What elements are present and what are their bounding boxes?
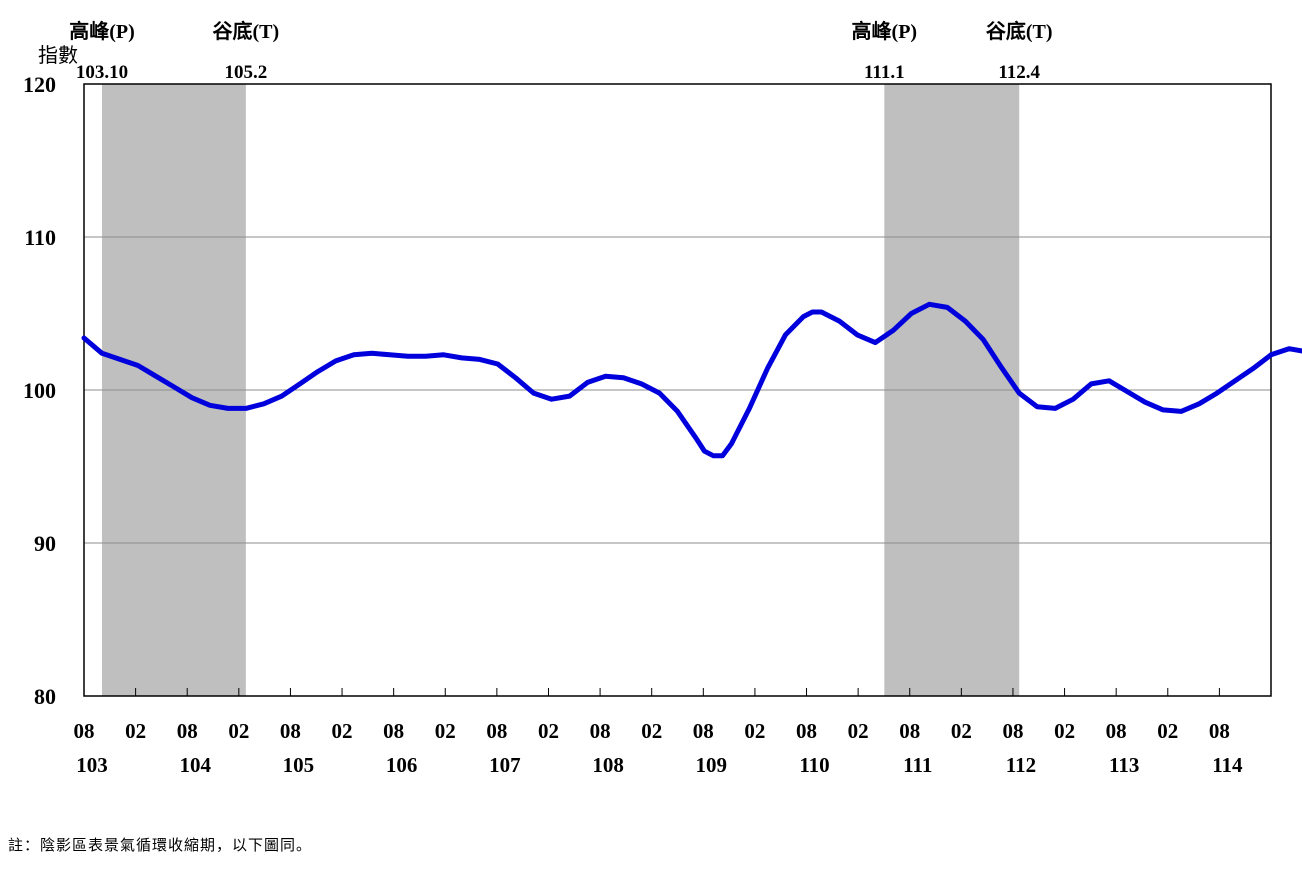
y-tick-label: 90	[34, 531, 56, 556]
x-month-label: 08	[1209, 719, 1230, 743]
x-month-label: 02	[951, 719, 972, 743]
x-month-label: 02	[228, 719, 249, 743]
x-year-label: 114	[1212, 753, 1243, 777]
y-tick-label: 120	[23, 72, 56, 97]
x-year-label: 113	[1109, 753, 1139, 777]
x-month-label: 08	[74, 719, 95, 743]
x-month-label: 08	[1106, 719, 1127, 743]
x-month-label: 02	[1157, 719, 1178, 743]
x-year-label: 112	[1006, 753, 1036, 777]
y-tick-label: 110	[24, 225, 56, 250]
x-month-label: 08	[383, 719, 404, 743]
x-month-label: 08	[1002, 719, 1023, 743]
x-month-label: 08	[590, 719, 611, 743]
x-year-label: 103	[76, 753, 108, 777]
x-month-label: 08	[796, 719, 817, 743]
plot-border	[83, 83, 1272, 697]
peak-label: 高峰(P)	[69, 19, 135, 43]
trough-date-label: 105.2	[224, 62, 267, 83]
x-month-label: 02	[744, 719, 765, 743]
x-year-label: 110	[799, 753, 829, 777]
plot-frame	[83, 83, 1272, 697]
y-tick-label: 100	[23, 378, 56, 403]
x-month-label: 02	[538, 719, 559, 743]
trough-date-label: 112.4	[998, 62, 1040, 83]
x-month-label: 02	[848, 719, 869, 743]
x-month-label: 08	[177, 719, 198, 743]
label-layer: 高峰(P) 谷底(T) 103.10 105.2 高峰(P) 谷底(T) 111.1 112.…	[38, 19, 1053, 83]
x-year-label: 107	[489, 753, 521, 777]
x-month-label: 02	[332, 719, 353, 743]
x-year-label: 106	[386, 753, 418, 777]
peak-date-label: 111.1	[864, 62, 905, 83]
footnote: 註：陰影區表景氣循環收縮期，以下圖同。	[8, 836, 313, 854]
x-year-label: 111	[903, 753, 932, 777]
trough-label: 谷底(T)	[213, 19, 280, 43]
series-layer	[81, 301, 1302, 459]
x-year-label: 108	[592, 753, 624, 777]
x-month-label: 08	[280, 719, 301, 743]
y-axis-title: 指數	[38, 44, 78, 67]
x-month-label: 02	[125, 719, 146, 743]
peak-label: 高峰(P)	[852, 19, 918, 43]
x-year-label: 104	[179, 753, 211, 777]
x-year-label: 109	[696, 753, 728, 777]
x-month-label: 08	[693, 719, 714, 743]
trough-label: 谷底(T)	[986, 19, 1053, 43]
series-line-1	[81, 301, 1302, 459]
x-month-label: 02	[641, 719, 662, 743]
peak-date-label: 103.10	[76, 62, 128, 83]
axis-layer: 80 90 100 110 120 08 02 08 02 08 02 08 02 08 02 08 02 08 0…	[23, 72, 1243, 777]
gridlines	[84, 236, 1271, 544]
x-month-label: 02	[435, 719, 456, 743]
x-year-label: 105	[283, 753, 315, 777]
y-tick-label: 80	[34, 684, 56, 709]
x-month-label: 08	[486, 719, 507, 743]
x-month-label: 08	[899, 719, 920, 743]
x-month-label: 02	[1054, 719, 1075, 743]
